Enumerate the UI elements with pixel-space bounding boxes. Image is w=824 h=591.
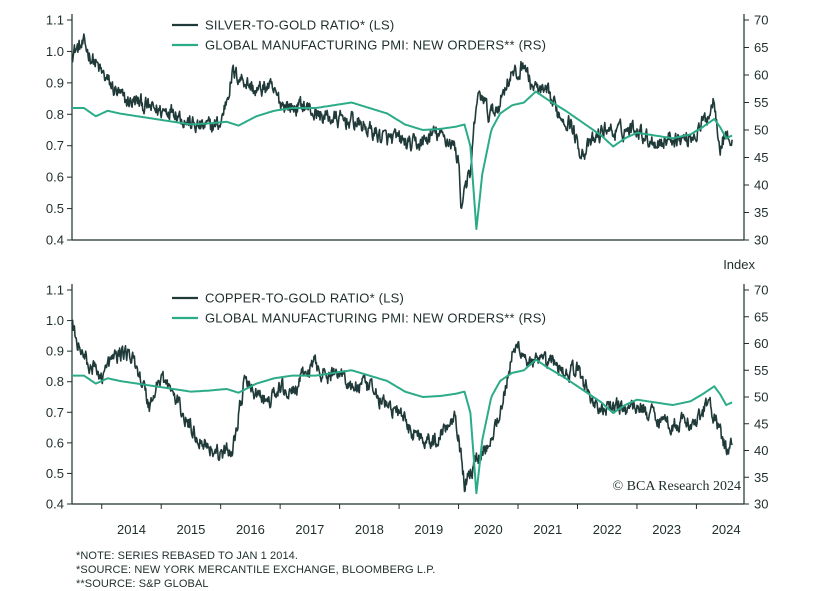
left-tick-label: 0.5 — [46, 466, 64, 481]
right-tick-label: 30 — [754, 233, 768, 248]
chart-panel-2: 1.1 1.0 0.9 0.8 0.7 0.6 0.5 0.4 70 65 60 55 50 45 40 35… — [46, 283, 769, 538]
legend-label: GLOBAL MANUFACTURING PMI: NEW ORDERS** (… — [205, 38, 546, 53]
footnote-source-nymex: *SOURCE: NEW YORK MERCANTILE EXCHANGE, B… — [76, 564, 436, 576]
left-tick-label: 0.6 — [46, 170, 64, 185]
legend-label: SILVER-TO-GOLD RATIO* (LS) — [205, 18, 394, 33]
right-tick-label: 45 — [754, 150, 768, 165]
right-tick-label: 40 — [754, 178, 768, 193]
right-tick-label: 55 — [754, 363, 768, 378]
legend-label: GLOBAL MANUFACTURING PMI: NEW ORDERS** (… — [205, 311, 546, 326]
left-tick-label: 0.6 — [46, 435, 64, 450]
right-tick-label: 40 — [754, 443, 768, 458]
right-tick-label: 65 — [754, 309, 768, 324]
right-axis-title: Index — [723, 257, 755, 272]
right-tick-label: 65 — [754, 40, 768, 55]
x-tick-label: 2018 — [355, 522, 384, 537]
right-tick-label: 50 — [754, 390, 768, 405]
left-tick-label: 1.0 — [46, 313, 64, 328]
right-tick-label: 35 — [754, 205, 768, 220]
x-tick-label: 2016 — [236, 522, 265, 537]
x-tick-label: 2024 — [712, 522, 741, 537]
left-tick-label: 0.8 — [46, 374, 64, 389]
footnotes: *NOTE: SERIES REBASED TO JAN 1 2014. *SO… — [76, 549, 435, 591]
right-tick-label: 60 — [754, 68, 768, 83]
left-tick-label: 0.7 — [46, 405, 64, 420]
x-tick-label: 2019 — [414, 522, 443, 537]
left-tick-label: 1.1 — [46, 283, 64, 298]
left-tick-label: 0.7 — [46, 138, 64, 153]
x-tick-label: 2017 — [295, 522, 324, 537]
left-tick-label: 0.8 — [46, 107, 64, 122]
bca-watermark: © BCA Research 2024 — [613, 479, 741, 494]
right-tick-label: 35 — [754, 470, 768, 485]
ratio-series-line — [71, 319, 733, 493]
legend-label: COPPER-TO-GOLD RATIO* (LS) — [205, 291, 404, 306]
pmi-series-line — [72, 90, 733, 230]
x-tick-label: 2022 — [593, 522, 622, 537]
footnote-source-sp-global: **SOURCE: S&P GLOBAL — [76, 578, 209, 590]
chart-panel-1: 1.1 1.0 0.9 0.8 0.7 0.6 0.5 0.4 70 65 60 55 50 45 40 35… — [46, 13, 769, 273]
right-tick-label: 60 — [754, 336, 768, 351]
x-tick-label: 2014 — [117, 522, 146, 537]
left-tick-label: 0.5 — [46, 201, 64, 216]
left-tick-label: 1.0 — [46, 44, 64, 59]
x-tick-label: 2015 — [176, 522, 205, 537]
x-tick-label: 2020 — [474, 522, 503, 537]
ratio-series-line — [71, 33, 733, 209]
pmi-series-line — [72, 358, 733, 495]
right-tick-label: 70 — [754, 283, 768, 298]
left-tick-label: 0.4 — [46, 233, 64, 248]
left-tick-label: 0.9 — [46, 344, 64, 359]
left-tick-label: 0.4 — [46, 497, 64, 512]
right-tick-label: 45 — [754, 416, 768, 431]
right-tick-label: 30 — [754, 497, 768, 512]
footnote-rebased: *NOTE: SERIES REBASED TO JAN 1 2014. — [76, 550, 299, 562]
x-tick-label: 2023 — [652, 522, 681, 537]
left-tick-label: 1.1 — [46, 13, 64, 28]
right-tick-label: 55 — [754, 95, 768, 110]
x-tick-label: 2021 — [533, 522, 562, 537]
right-tick-label: 70 — [754, 13, 768, 28]
right-tick-label: 50 — [754, 123, 768, 138]
left-tick-label: 0.9 — [46, 75, 64, 90]
